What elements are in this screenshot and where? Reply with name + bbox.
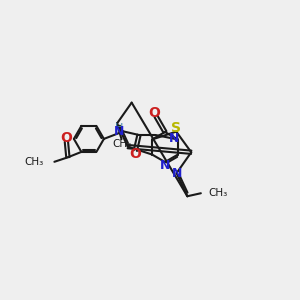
Text: CH₃: CH₃ [208,188,228,198]
Text: N: N [169,131,180,145]
Text: N: N [171,167,182,180]
Text: O: O [129,148,141,161]
Text: O: O [61,131,72,145]
Text: H: H [115,123,124,133]
Text: S: S [171,121,181,135]
Text: CH₃: CH₃ [112,139,131,148]
Text: N: N [114,125,125,139]
Text: CH₃: CH₃ [25,157,44,167]
Text: O: O [148,106,160,120]
Text: N: N [160,159,170,172]
